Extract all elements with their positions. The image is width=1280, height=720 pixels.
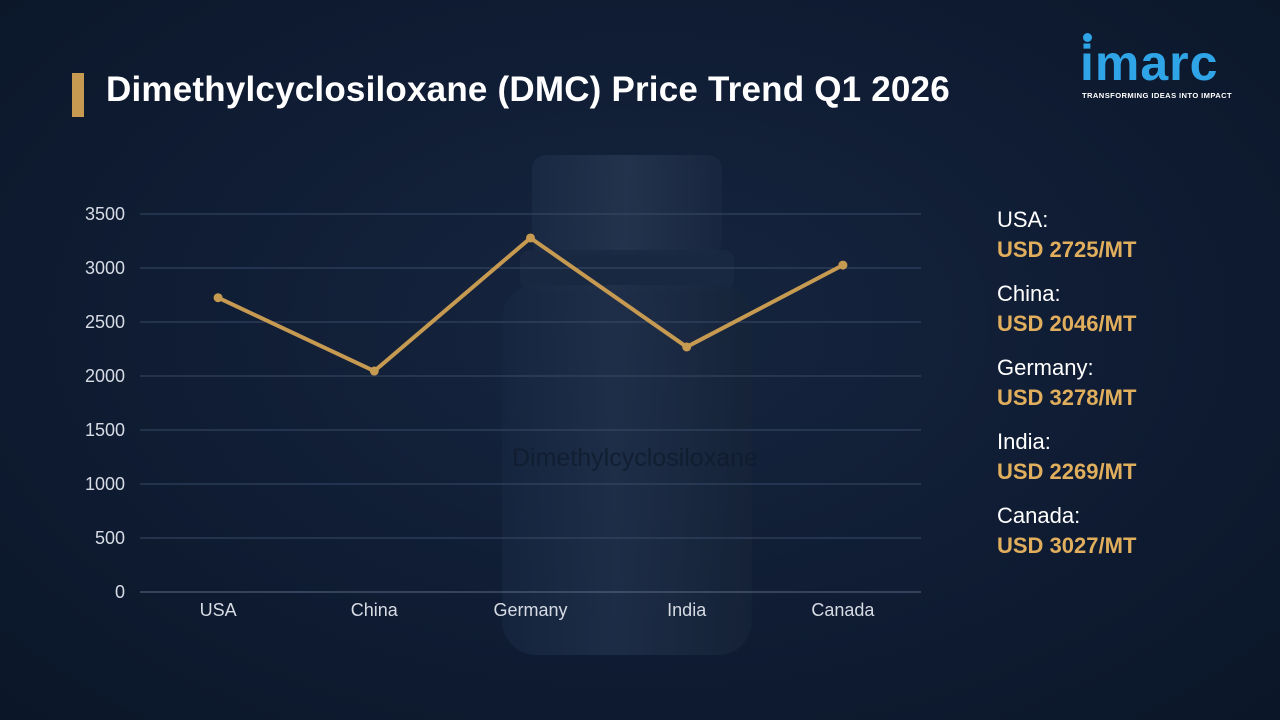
legend-price: USD 2725/MT <box>997 237 1137 262</box>
x-tick-label: Canada <box>811 600 875 620</box>
data-point <box>838 260 848 270</box>
x-tick-label: China <box>351 600 399 620</box>
legend-price: USD 2269/MT <box>997 459 1137 484</box>
price-legend: USA: USD 2725/MT China: USD 2046/MT Germany:… <box>997 205 1267 575</box>
bottle-label: Dimethylcyclosiloxane <box>512 444 758 472</box>
logo-dot-icon <box>1083 33 1092 42</box>
data-point <box>682 342 692 352</box>
legend-item: India: USD 2269/MT <box>997 427 1267 487</box>
legend-country: USA: <box>997 207 1049 232</box>
x-tick-label: India <box>667 600 707 620</box>
legend-item: China: USD 2046/MT <box>997 279 1267 339</box>
legend-country: India: <box>997 429 1051 454</box>
legend-item: USA: USD 2725/MT <box>997 205 1267 265</box>
legend-country: Germany: <box>997 355 1094 380</box>
y-tick-label: 3500 <box>85 204 125 224</box>
logo-tagline: TRANSFORMING IDEAS INTO IMPACT <box>1082 91 1233 100</box>
title-accent-bar <box>72 73 84 117</box>
legend-country: China: <box>997 281 1061 306</box>
data-point <box>526 233 535 243</box>
series-line <box>216 235 845 374</box>
y-tick-label: 500 <box>95 528 125 548</box>
legend-item: Germany: USD 3278/MT <box>997 353 1267 413</box>
x-tick-label: Germany <box>493 600 567 620</box>
page-title: Dimethylcyclosiloxane (DMC) Price Trend … <box>106 70 950 109</box>
legend-price: USD 3278/MT <box>997 385 1137 410</box>
y-tick-label: 2500 <box>85 312 125 332</box>
legend-price: USD 3027/MT <box>997 533 1137 558</box>
legend-item: Canada: USD 3027/MT <box>997 501 1267 561</box>
legend-country: Canada: <box>997 503 1081 528</box>
y-tick-label: 2000 <box>85 366 125 386</box>
logo-wordmark: imarc <box>1080 35 1219 91</box>
data-point <box>213 293 223 303</box>
y-tick-label: 1000 <box>85 474 125 494</box>
legend-price: USD 2046/MT <box>997 311 1137 336</box>
data-point <box>369 366 379 376</box>
y-tick-label: 1500 <box>85 420 125 440</box>
y-tick-label: 3000 <box>85 258 125 278</box>
y-tick-label: 0 <box>115 582 125 602</box>
imarc-logo: imarc TRANSFORMING IDEAS INTO IMPACT <box>1080 30 1250 105</box>
x-tick-label: USA <box>200 600 237 620</box>
